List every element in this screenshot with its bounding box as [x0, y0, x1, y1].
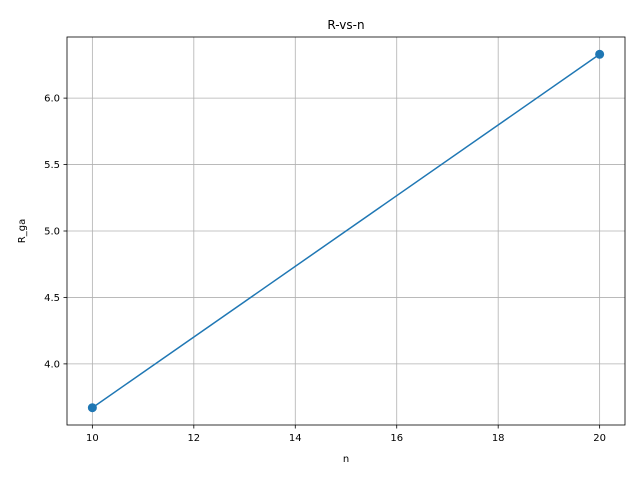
- x-axis: 10 12 14 16 18 20: [86, 425, 606, 444]
- y-tick-label: 5.0: [44, 227, 60, 238]
- data-point: [87, 403, 97, 413]
- y-tick-label: 6.0: [44, 94, 60, 105]
- x-tick-label: 14: [289, 433, 302, 444]
- series-line: [91, 53, 601, 409]
- data-point: [595, 49, 605, 59]
- chart-title: R-vs-n: [327, 18, 364, 32]
- grid: [67, 37, 625, 425]
- axes-frame: [66, 36, 626, 426]
- y-tick-label: 4.5: [44, 293, 60, 304]
- y-tick-label: 5.5: [44, 160, 60, 171]
- x-tick-label: 16: [390, 433, 403, 444]
- y-axis-label: R_ga: [17, 219, 28, 243]
- x-tick-label: 12: [187, 433, 200, 444]
- x-tick-label: 18: [492, 433, 505, 444]
- y-tick-label: 4.0: [44, 359, 60, 370]
- plot-area: [87, 49, 605, 413]
- x-tick-label: 10: [86, 433, 99, 444]
- x-tick-label: 20: [593, 433, 606, 444]
- x-axis-label: n: [343, 454, 349, 465]
- y-axis: 4.0 4.5 5.0 5.5 6.0: [44, 94, 67, 370]
